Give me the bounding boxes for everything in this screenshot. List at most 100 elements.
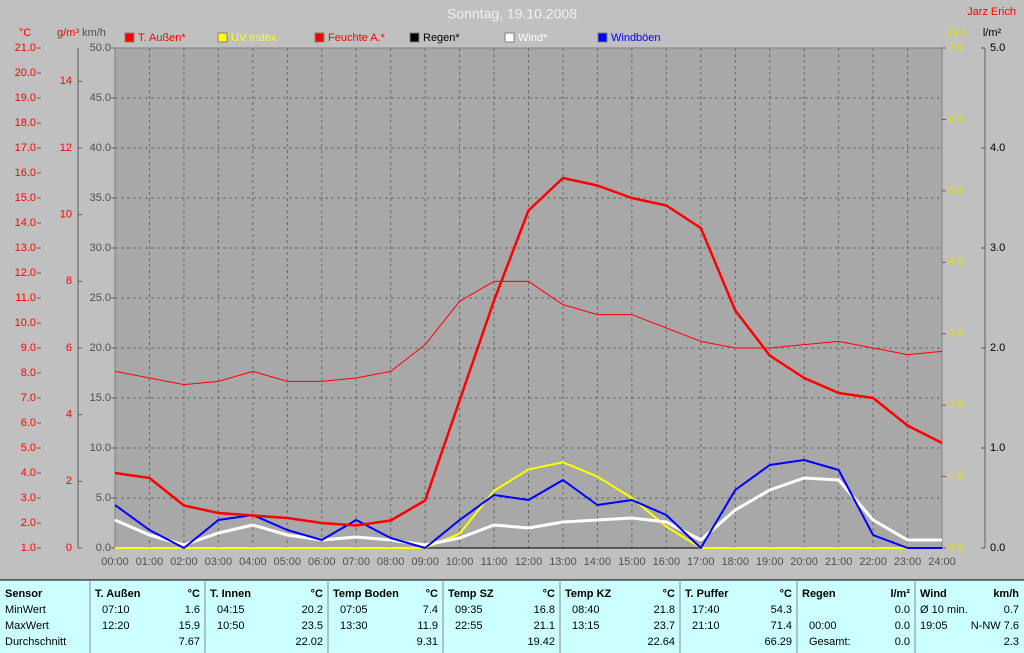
table-cell: 0.7 <box>1004 604 1019 616</box>
table-cell: 00:00 <box>809 620 837 632</box>
y-tick-label: 4.0 <box>21 467 36 479</box>
column-unit: °C <box>426 588 438 600</box>
x-tick-label: 00:00 <box>101 556 129 568</box>
legend-label: UV Index <box>231 32 277 44</box>
x-tick-label: 09:00 <box>411 556 439 568</box>
x-tick-label: 01:00 <box>136 556 164 568</box>
y-tick-label: 12.0 <box>15 267 36 279</box>
table-cell: 21.1 <box>534 620 555 632</box>
legend-label: Wind* <box>518 32 548 44</box>
x-tick-label: 14:00 <box>584 556 612 568</box>
x-tick-label: 02:00 <box>170 556 198 568</box>
y-tick-label: 45.0 <box>90 92 111 104</box>
table-cell: 12:20 <box>102 620 130 632</box>
y-tick-label: 9.0 <box>21 342 36 354</box>
x-tick-label: 05:00 <box>274 556 302 568</box>
y-tick-label: 6 <box>66 342 72 354</box>
y-tick-label: 0.0 <box>990 542 1005 554</box>
y-tick-label: 10 <box>60 209 72 221</box>
series-line <box>115 461 942 549</box>
y-tick-label: 5.0 <box>96 492 111 504</box>
y-tick-label: 10.0 <box>15 317 36 329</box>
table-cell: 11.9 <box>417 620 438 632</box>
y-tick-label: 1.0 <box>21 542 36 554</box>
column-header: Temp SZ <box>448 588 494 600</box>
table-cell: 22.64 <box>647 636 675 648</box>
row-label: MaxWert <box>5 620 49 632</box>
y-tick-label: 10.0 <box>90 442 111 454</box>
table-cell: 04:15 <box>217 604 245 616</box>
x-tick-label: 18:00 <box>721 556 749 568</box>
x-tick-label: 11:00 <box>481 556 508 568</box>
y-tick-label: 5.0 <box>21 442 36 454</box>
x-tick-label: 03:00 <box>205 556 233 568</box>
y-tick-label: 13.0 <box>15 242 36 254</box>
column-unit: °C <box>188 588 200 600</box>
column-header: Regen <box>802 588 836 600</box>
author: Jarz Erich <box>967 6 1016 18</box>
x-tick-label: 24:00 <box>928 556 956 568</box>
table-cell: 10:50 <box>217 620 245 632</box>
table-cell: 0.0 <box>895 636 910 648</box>
y-tick-label: 7.0 <box>948 42 963 54</box>
y-tick-label: 0 <box>66 542 72 554</box>
table-cell: 21.8 <box>654 604 675 616</box>
x-tick-label: 13:00 <box>549 556 577 568</box>
y-tick-label: 8.0 <box>21 367 36 379</box>
legend-swatch <box>504 32 515 43</box>
column-unit: °C <box>543 588 555 600</box>
legend-swatch <box>124 32 135 43</box>
axis-label: l/m² <box>983 27 1002 39</box>
legend-label: Feuchte A.* <box>328 32 386 44</box>
y-tick-label: 2.0 <box>948 399 963 411</box>
x-tick-label: 20:00 <box>790 556 818 568</box>
y-tick-label: 0.0 <box>948 542 963 554</box>
table-cell: 66.29 <box>764 636 792 648</box>
x-tick-label: 23:00 <box>894 556 922 568</box>
axis-label: UV-I <box>944 27 965 39</box>
table-cell: 22.02 <box>295 636 323 648</box>
y-tick-label: 18.0 <box>15 117 36 129</box>
chart-title: Sonntag, 19.10.2008 <box>447 6 577 22</box>
table-cell: 54.3 <box>771 604 792 616</box>
column-unit: °C <box>780 588 792 600</box>
x-tick-label: 17:00 <box>687 556 715 568</box>
y-tick-label: 20.0 <box>90 342 111 354</box>
column-header: Temp Boden <box>333 588 399 600</box>
y-tick-label: 30.0 <box>90 242 111 254</box>
y-tick-label: 15.0 <box>15 192 36 204</box>
y-tick-label: 14.0 <box>15 217 36 229</box>
y-tick-label: 5.0 <box>990 42 1005 54</box>
table-cell: 15.9 <box>179 620 200 632</box>
legend-label: T. Außen* <box>138 32 186 44</box>
y-tick-label: 2.0 <box>990 342 1005 354</box>
table-cell: 16.8 <box>534 604 555 616</box>
x-tick-label: 12:00 <box>515 556 543 568</box>
y-tick-label: 8 <box>66 275 72 287</box>
legend-swatch <box>217 32 228 43</box>
series-line <box>114 476 942 547</box>
x-tick-label: 16:00 <box>653 556 681 568</box>
y-tick-label: 11.0 <box>15 292 36 304</box>
y-tick-label: 15.0 <box>90 392 111 404</box>
table-cell: 71.4 <box>771 620 792 632</box>
column-header: T. Puffer <box>685 588 729 600</box>
axis-label: °C <box>19 27 31 39</box>
column-unit: l/m² <box>890 588 910 600</box>
x-tick-label: 10:00 <box>446 556 474 568</box>
legend-swatch <box>409 32 420 43</box>
table-cell: 17:40 <box>692 604 720 616</box>
table-cell: 07:10 <box>102 604 130 616</box>
table-cell: Gesamt: <box>809 636 851 648</box>
table-cell: 08:40 <box>572 604 600 616</box>
y-tick-label: 3.0 <box>990 242 1005 254</box>
y-tick-label: 0.0 <box>96 542 111 554</box>
legend-swatch <box>597 32 608 43</box>
table-cell: 7.4 <box>423 604 438 616</box>
y-tick-label: 4 <box>66 409 72 421</box>
table-cell: 21:10 <box>692 620 720 632</box>
table-cell: 23.5 <box>302 620 323 632</box>
y-tick-label: 7.0 <box>21 392 36 404</box>
table-cell: 07:05 <box>340 604 368 616</box>
